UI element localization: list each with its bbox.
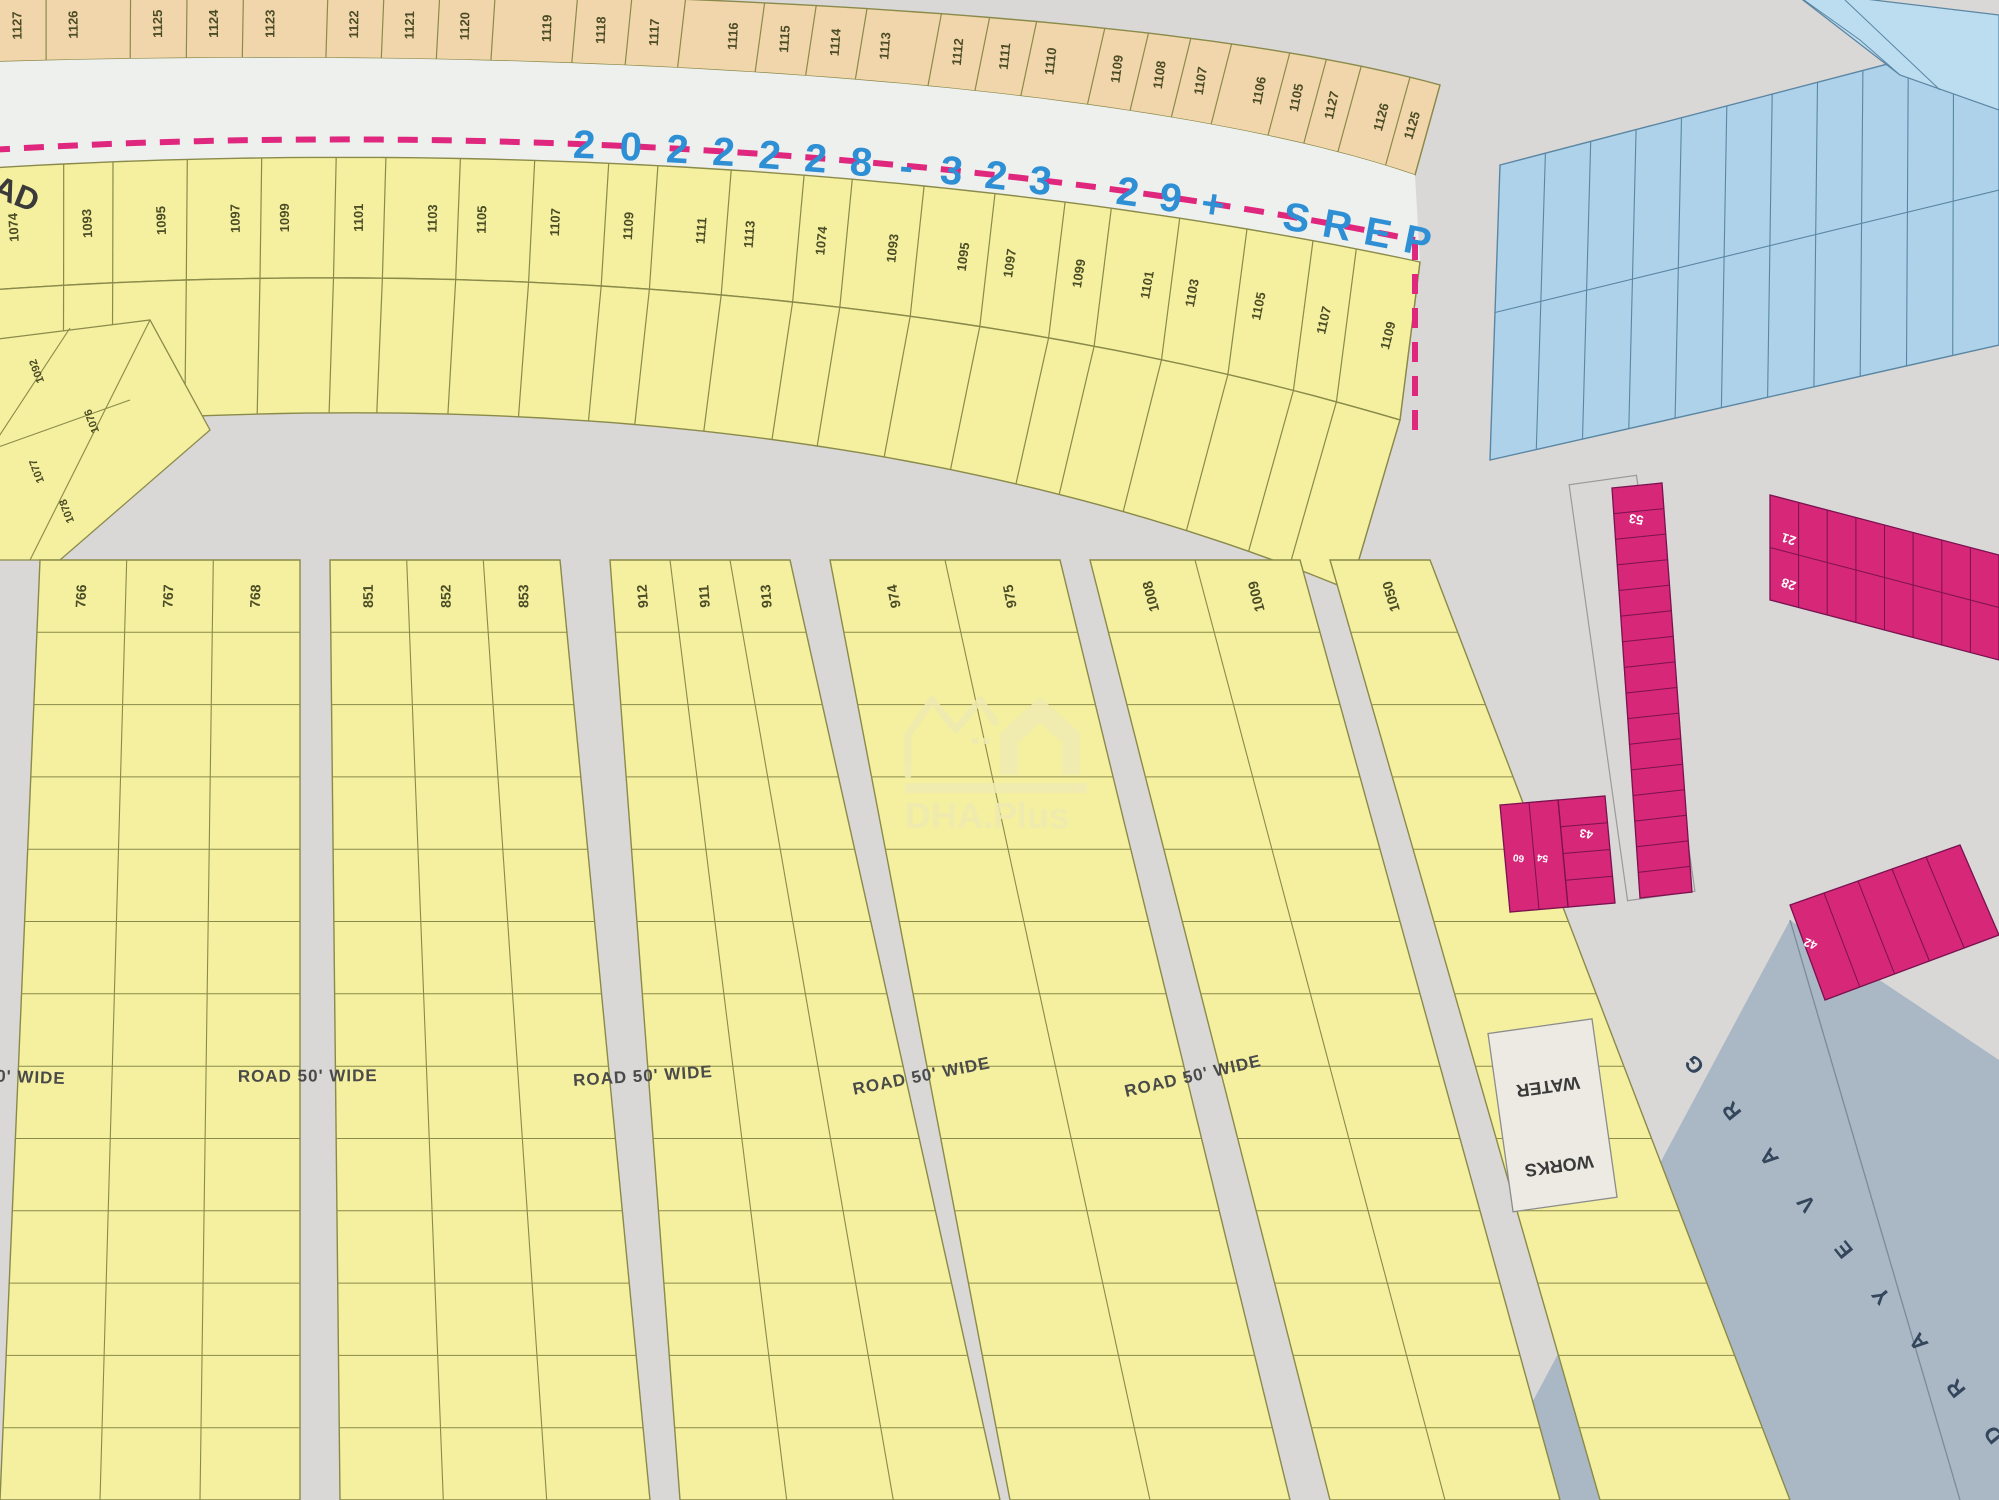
svg-text:912: 912 [633,584,651,609]
svg-text:2: 2 [572,123,596,168]
svg-text:1120: 1120 [457,12,473,41]
svg-text:1097: 1097 [227,204,242,233]
svg-text:DHA.Plus: DHA.Plus [905,795,1069,836]
svg-text:1110: 1110 [1041,47,1059,76]
svg-text:853: 853 [515,584,531,608]
svg-text:1107: 1107 [547,208,563,237]
svg-text:768: 768 [247,584,264,608]
svg-text:1115: 1115 [776,25,793,53]
svg-text:60: 60 [1512,851,1525,864]
svg-text:ROAD 50' WIDE: ROAD 50' WIDE [238,1066,378,1086]
svg-text:1113: 1113 [876,32,893,61]
svg-text:911: 911 [695,584,713,608]
svg-text:1126: 1126 [65,10,80,38]
svg-text:1103: 1103 [425,204,441,233]
svg-text:1105: 1105 [474,205,490,234]
svg-text:1125: 1125 [150,10,165,38]
svg-text:0: 0 [619,125,643,170]
svg-text:1109: 1109 [620,211,637,240]
svg-text:1095: 1095 [153,206,169,235]
svg-text:1074: 1074 [812,225,830,256]
svg-text:54: 54 [1536,851,1549,864]
svg-text:2: 2 [711,130,736,175]
svg-text:1113: 1113 [741,220,758,249]
svg-text:1127: 1127 [9,11,24,39]
svg-text:852: 852 [437,584,453,608]
svg-text:8: 8 [848,140,874,186]
svg-text:1122: 1122 [346,10,361,38]
svg-text:913: 913 [757,584,775,609]
svg-text:1124: 1124 [206,9,221,38]
svg-text:2: 2 [757,133,782,178]
svg-text:1123: 1123 [262,10,277,38]
svg-text:1111: 1111 [693,217,710,245]
svg-text:851: 851 [360,584,376,608]
svg-text:1074: 1074 [5,212,22,243]
svg-text:1114: 1114 [827,27,844,56]
svg-text:2: 2 [803,136,829,182]
svg-text:3: 3 [938,148,965,194]
svg-text:1111: 1111 [996,42,1014,70]
svg-text:1112: 1112 [949,38,966,67]
svg-text:43: 43 [1578,826,1594,842]
svg-text:2: 2 [665,127,690,172]
svg-text:1093: 1093 [79,209,95,239]
svg-text:767: 767 [159,584,176,608]
svg-text:766: 766 [72,584,89,608]
svg-text:1101: 1101 [351,204,366,232]
svg-text:1118: 1118 [593,16,609,44]
svg-text:1117: 1117 [646,18,662,46]
svg-text:53: 53 [1628,511,1645,528]
svg-text:1099: 1099 [277,203,292,232]
svg-text:1116: 1116 [725,22,742,50]
svg-text:1121: 1121 [402,11,417,39]
svg-text:1119: 1119 [539,14,555,42]
